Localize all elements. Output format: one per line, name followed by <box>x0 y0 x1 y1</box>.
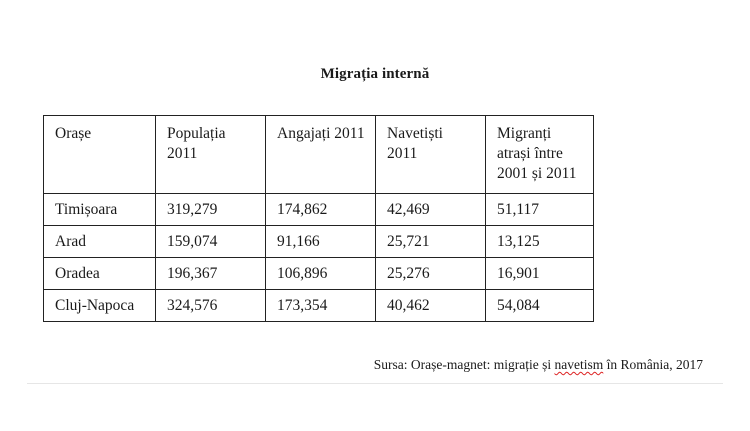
horizontal-divider <box>27 383 723 384</box>
table-title: Migrația internă <box>320 66 430 82</box>
cell-population: 196,367 <box>155 257 266 290</box>
cell-employees: 173,354 <box>265 289 376 322</box>
table-row: Cluj-Napoca 324,576 173,354 40,462 54,08… <box>43 289 594 322</box>
table-row: Oradea 196,367 106,896 25,276 16,901 <box>43 257 594 290</box>
cell-employees: 106,896 <box>265 257 376 290</box>
cell-commuters: 25,276 <box>375 257 486 290</box>
cell-population: 319,279 <box>155 193 266 226</box>
migration-table: Orașe Populația 2011 Angajați 2011 Navet… <box>43 115 594 322</box>
cell-commuters: 40,462 <box>375 289 486 322</box>
header-commuters: Navetiști 2011 <box>375 115 486 194</box>
cell-population: 159,074 <box>155 225 266 258</box>
cell-city: Arad <box>43 225 156 258</box>
cell-city: Timișoara <box>43 193 156 226</box>
cell-commuters: 42,469 <box>375 193 486 226</box>
table-header-row: Orașe Populația 2011 Angajați 2011 Navet… <box>43 115 594 194</box>
cell-migrants: 13,125 <box>485 225 594 258</box>
cell-employees: 91,166 <box>265 225 376 258</box>
header-cities: Orașe <box>43 115 156 194</box>
cell-migrants: 54,084 <box>485 289 594 322</box>
header-employees: Angajați 2011 <box>265 115 376 194</box>
source-prefix: Sursa: Orașe-magnet: migrație și <box>373 357 555 372</box>
source-suffix: în România, 2017 <box>603 357 703 372</box>
cell-city: Oradea <box>43 257 156 290</box>
source-note: Sursa: Orașe-magnet: migrație și navetis… <box>374 357 703 373</box>
cell-employees: 174,862 <box>265 193 376 226</box>
spellcheck-word: navetism <box>554 357 604 372</box>
cell-migrants: 16,901 <box>485 257 594 290</box>
cell-commuters: 25,721 <box>375 225 486 258</box>
cell-city: Cluj-Napoca <box>43 289 156 322</box>
cell-population: 324,576 <box>155 289 266 322</box>
cell-migrants: 51,117 <box>485 193 594 226</box>
table-row: Timișoara 319,279 174,862 42,469 51,117 <box>43 193 594 226</box>
table-row: Arad 159,074 91,166 25,721 13,125 <box>43 225 594 258</box>
header-population: Populația 2011 <box>155 115 266 194</box>
header-migrants: Migranți atrași între 2001 și 2011 <box>485 115 594 194</box>
